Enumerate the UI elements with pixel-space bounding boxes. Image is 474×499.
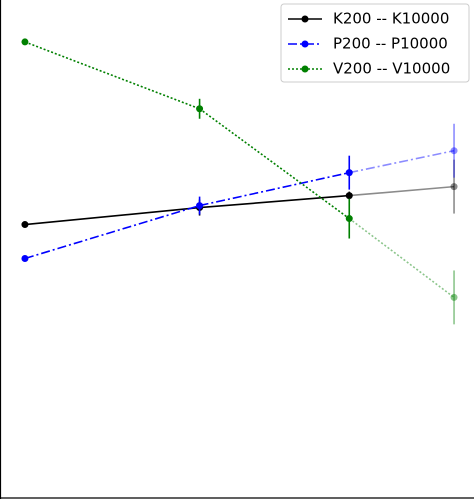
plot-area (21, 38, 458, 325)
point (450, 147, 458, 155)
legend: K200 -- K10000 P200 -- P10000 V200 -- V100… (280, 3, 470, 83)
line-segment (348, 217, 455, 299)
point (196, 105, 204, 113)
point (196, 202, 204, 210)
legend-box (280, 3, 470, 83)
point (21, 221, 29, 229)
legend-marker (301, 15, 309, 23)
line-segment (349, 185, 455, 197)
point (450, 293, 458, 301)
line-segment (199, 171, 350, 207)
line-segment (199, 194, 350, 209)
point (450, 183, 458, 191)
line-segment (349, 149, 455, 174)
point (345, 169, 353, 177)
line-segment (199, 108, 350, 220)
legend-label: K200 -- K10000 (333, 10, 449, 28)
line-segment (24, 41, 200, 110)
point (345, 192, 353, 200)
point (21, 254, 29, 262)
point (21, 38, 29, 46)
legend-marker (301, 40, 309, 48)
line-segment (24, 204, 200, 260)
point (345, 215, 353, 223)
legend-label: V200 -- V10000 (333, 60, 450, 78)
legend-marker (301, 65, 309, 73)
legend-label: P200 -- P10000 (333, 35, 448, 53)
line-segment (24, 206, 200, 226)
